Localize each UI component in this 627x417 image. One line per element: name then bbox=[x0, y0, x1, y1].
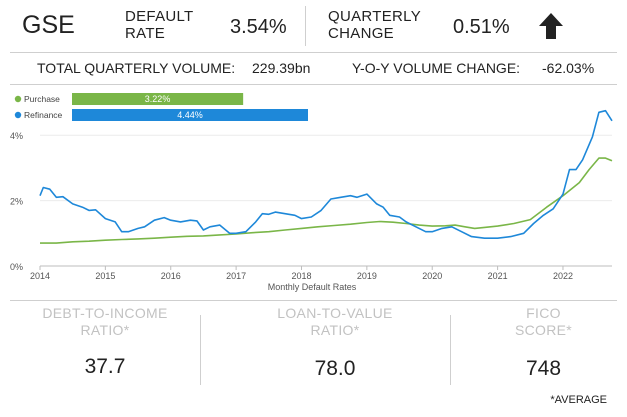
default-rate-value: 3.54% bbox=[230, 16, 287, 38]
loan-metrics: DEBT-TO-INCOME RATIO* 37.7 LOAN-TO-VALUE… bbox=[10, 305, 617, 390]
arrow-up-icon bbox=[539, 13, 563, 39]
default-rate-label: DEFAULT RATE bbox=[125, 8, 194, 42]
total-volume-label: TOTAL QUARTERLY VOLUME: bbox=[37, 60, 236, 76]
legend-marker-purchase bbox=[14, 95, 22, 103]
x-tick-label: 2020 bbox=[422, 271, 442, 281]
default-rate-chart: 0% 2% 4% 2014 2015 2016 2017 2018 2019 2020 2021 20… bbox=[10, 93, 613, 292]
x-tick-label: 2021 bbox=[488, 271, 508, 281]
x-axis-label: Monthly Default Rates bbox=[268, 282, 357, 292]
header-rule bbox=[10, 52, 617, 53]
header-divider bbox=[305, 6, 306, 46]
legend-value-bar-refinance bbox=[72, 109, 308, 121]
x-tick-label: 2016 bbox=[161, 271, 181, 281]
volume-rule bbox=[10, 84, 617, 85]
metric-divider bbox=[200, 315, 201, 385]
yoy-volume-value: -62.03% bbox=[542, 60, 595, 76]
metric-ltv-label: LOAN-TO-VALUE RATIO* bbox=[277, 305, 393, 338]
x-tick-label: 2022 bbox=[553, 271, 573, 281]
footnote: *AVERAGE bbox=[550, 394, 607, 406]
metric-ltv: LOAN-TO-VALUE RATIO* 78.0 bbox=[225, 305, 445, 381]
gse-summary-header: GSE DEFAULT RATE 3.54% QUARTERLY CHANGE … bbox=[10, 4, 617, 50]
legend-value-label-purchase: 3.22% bbox=[145, 94, 171, 104]
yoy-volume-label: Y-O-Y VOLUME CHANGE: bbox=[352, 60, 521, 76]
metric-dti-value: 37.7 bbox=[84, 355, 126, 378]
legend-label-refinance: Refinance bbox=[24, 110, 63, 120]
x-tick-label: 2018 bbox=[291, 271, 311, 281]
legend-marker-refinance bbox=[14, 111, 22, 119]
y-tick-label: 4% bbox=[10, 131, 23, 141]
series-line-purchase bbox=[40, 157, 613, 244]
quarterly-change-label: QUARTERLY CHANGE bbox=[328, 8, 422, 42]
metric-divider bbox=[450, 315, 451, 385]
y-tick-label: 2% bbox=[10, 197, 23, 207]
chart-rule bbox=[10, 300, 617, 301]
x-tick-label: 2017 bbox=[226, 271, 246, 281]
volume-row: TOTAL QUARTERLY VOLUME: 229.39bn Y-O-Y V… bbox=[10, 57, 617, 79]
x-tick-label: 2019 bbox=[357, 271, 377, 281]
y-tick-label: 0% bbox=[10, 262, 23, 272]
metric-fico: FICO SCORE* 748 bbox=[470, 305, 617, 381]
legend-value-bar-purchase bbox=[72, 93, 244, 105]
legend-value-label-refinance: 4.44% bbox=[177, 110, 203, 120]
metric-dti-label: DEBT-TO-INCOME RATIO* bbox=[42, 305, 168, 338]
metric-dti: DEBT-TO-INCOME RATIO* 37.7 bbox=[10, 305, 200, 379]
x-tick-label: 2014 bbox=[30, 271, 50, 281]
total-volume-value: 229.39bn bbox=[252, 60, 311, 76]
series-line-refinance bbox=[39, 109, 613, 239]
legend-label-purchase: Purchase bbox=[24, 94, 60, 104]
x-tick-label: 2015 bbox=[95, 271, 115, 281]
metric-fico-value: 748 bbox=[525, 357, 562, 380]
metric-ltv-value: 78.0 bbox=[314, 357, 356, 380]
gse-label: GSE bbox=[22, 11, 75, 39]
quarterly-change-value: 0.51% bbox=[453, 16, 510, 38]
metric-fico-label: FICO SCORE* bbox=[514, 305, 573, 338]
